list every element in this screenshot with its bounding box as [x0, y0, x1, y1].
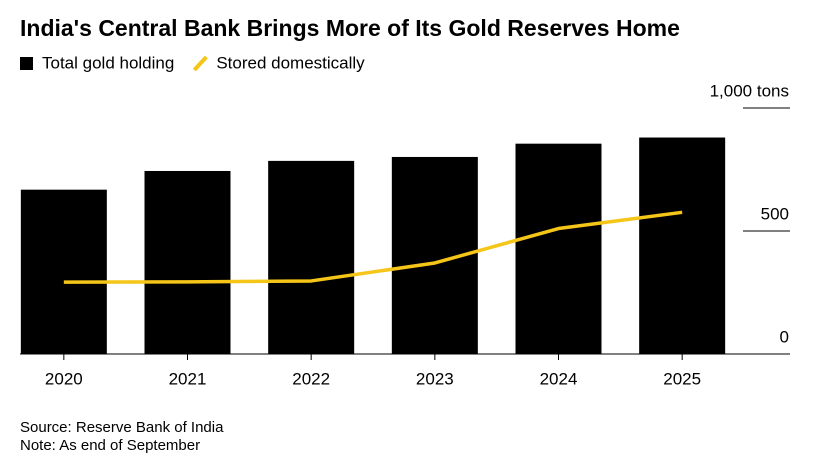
y-tick-label: 0: [780, 327, 789, 346]
legend-swatch: [20, 57, 33, 70]
legend-label: Stored domestically: [216, 53, 365, 72]
chart-title: India's Central Bank Brings More of Its …: [20, 15, 680, 41]
x-tick-label: 2020: [45, 369, 83, 388]
bar: [639, 137, 726, 354]
line: [63, 210, 683, 284]
x-tick-label: 2025: [663, 369, 701, 388]
y-tick-label: 1,000 tons: [710, 81, 789, 100]
bar: [20, 189, 107, 354]
x-tick-label: 2023: [416, 369, 454, 388]
x-tick-label: 2022: [292, 369, 330, 388]
x-tick-label: 2021: [169, 369, 207, 388]
bar: [268, 160, 355, 354]
legend-swatch: [192, 55, 208, 72]
source: Source: Reserve Bank of India: [20, 419, 224, 436]
x-tick-label: 2024: [540, 369, 578, 388]
legend-label: Total gold holding: [42, 53, 174, 72]
bar: [515, 143, 602, 354]
y-tick-label: 500: [761, 204, 789, 223]
note: Note: As end of September: [20, 437, 200, 454]
bar: [144, 170, 231, 354]
